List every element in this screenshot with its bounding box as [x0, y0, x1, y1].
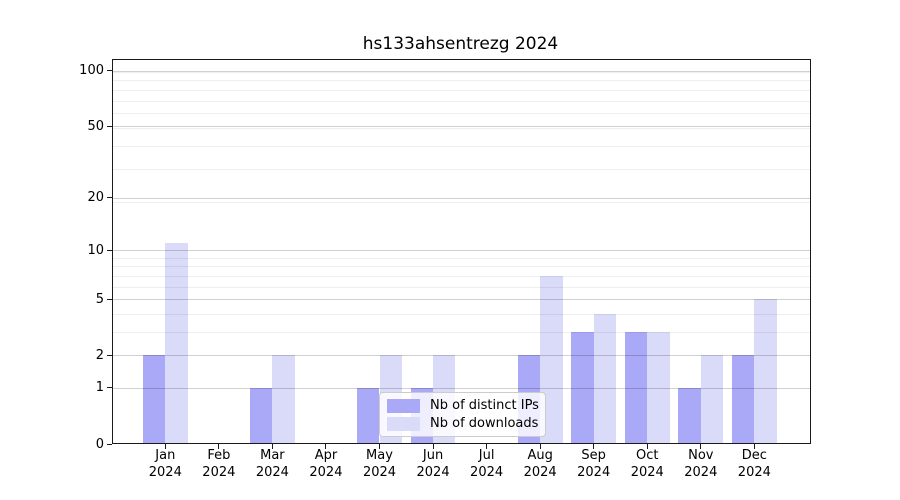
major-gridline: [111, 126, 811, 128]
bar-downloads-mar: [272, 355, 295, 444]
minor-gridline: [111, 80, 811, 82]
y-tick-label: 20: [87, 190, 104, 206]
legend-swatch-downloads: [387, 416, 420, 431]
x-tick-mark: [753, 444, 755, 449]
x-tick-label: Nov 2024: [684, 448, 718, 480]
x-tick-label: Jul 2024: [470, 448, 504, 480]
legend: Nb of distinct IPs Nb of downloads: [379, 392, 546, 437]
bar-downloads-sep: [593, 313, 617, 444]
y-tick-label: 0: [95, 436, 104, 452]
legend-entry-downloads: Nb of downloads: [387, 416, 538, 431]
plot-area: [111, 59, 811, 444]
minor-gridline: [111, 169, 811, 171]
x-tick-mark: [593, 444, 595, 449]
minor-gridline: [111, 286, 811, 288]
bar-downloads-dec: [754, 299, 777, 444]
y-tick-mark: [107, 443, 112, 445]
minor-gridline: [111, 313, 811, 315]
x-tick-mark: [432, 444, 434, 449]
x-tick-label: Feb 2024: [202, 448, 236, 480]
y-tick-label: 100: [79, 63, 104, 79]
minor-gridline: [111, 145, 811, 147]
x-tick-label: Sep 2024: [577, 448, 611, 480]
y-tick-mark: [107, 387, 112, 389]
x-tick-mark: [271, 444, 273, 449]
chart-title: hs133ahsentrezg 2024: [362, 34, 559, 54]
minor-gridline: [111, 89, 811, 91]
x-tick-mark: [218, 444, 220, 449]
bar-distinct-ips-mar: [250, 387, 273, 444]
bar-downloads-nov: [700, 355, 724, 444]
minor-gridline: [111, 266, 811, 268]
y-tick-mark: [107, 249, 112, 251]
minor-gridline: [111, 113, 811, 115]
x-tick-label: Jun 2024: [416, 448, 450, 480]
y-tick-mark: [107, 125, 112, 127]
y-tick-label: 10: [87, 242, 104, 258]
x-tick-mark: [164, 444, 166, 449]
x-tick-label: Dec 2024: [737, 448, 771, 480]
legend-label-distinct-ips: Nb of distinct IPs: [430, 398, 539, 413]
major-gridline: [111, 197, 811, 199]
bar-downloads-jan: [165, 243, 188, 444]
bar-distinct-ips-jan: [142, 355, 166, 444]
x-tick-mark: [486, 444, 488, 449]
minor-gridline: [111, 71, 811, 73]
x-tick-mark: [379, 444, 380, 449]
bar-distinct-ips-sep: [571, 331, 594, 444]
major-gridline: [111, 250, 811, 252]
x-tick-label: May 2024: [362, 448, 397, 480]
major-gridline: [111, 299, 811, 301]
major-gridline: [111, 70, 811, 72]
y-tick-mark: [107, 197, 112, 199]
major-gridline: [111, 355, 811, 357]
x-tick-mark: [646, 444, 648, 449]
x-tick-mark: [325, 444, 327, 449]
minor-gridline: [111, 331, 811, 333]
bar-distinct-ips-oct: [624, 331, 648, 444]
major-gridline: [111, 387, 811, 389]
minor-gridline: [111, 100, 811, 102]
x-tick-label: Aug 2024: [523, 448, 557, 480]
bar-distinct-ips-dec: [731, 355, 755, 444]
minor-gridline: [111, 201, 811, 203]
x-tick-label: Jan 2024: [148, 448, 182, 480]
bar-distinct-ips-may: [357, 387, 380, 444]
y-tick-label: 5: [95, 291, 104, 307]
y-tick-mark: [107, 298, 112, 300]
legend-swatch-distinct-ips: [387, 398, 420, 413]
legend-entry-distinct-ips: Nb of distinct IPs: [387, 398, 539, 413]
minor-gridline: [111, 275, 811, 277]
y-tick-mark: [107, 354, 112, 356]
x-tick-mark: [700, 444, 702, 449]
y-tick-mark: [107, 70, 112, 72]
x-tick-label: Apr 2024: [309, 448, 343, 480]
y-tick-label: 50: [87, 118, 104, 134]
minor-gridline: [111, 257, 811, 259]
x-tick-mark: [539, 444, 541, 449]
y-tick-label: 1: [95, 380, 104, 396]
bar-distinct-ips-nov: [678, 387, 701, 444]
bar-downloads-oct: [647, 331, 670, 444]
y-tick-label: 2: [95, 347, 104, 363]
x-tick-label: Mar 2024: [255, 448, 289, 480]
legend-label-downloads: Nb of downloads: [430, 416, 539, 431]
x-tick-label: Oct 2024: [630, 448, 664, 480]
minor-gridline: [111, 127, 811, 129]
